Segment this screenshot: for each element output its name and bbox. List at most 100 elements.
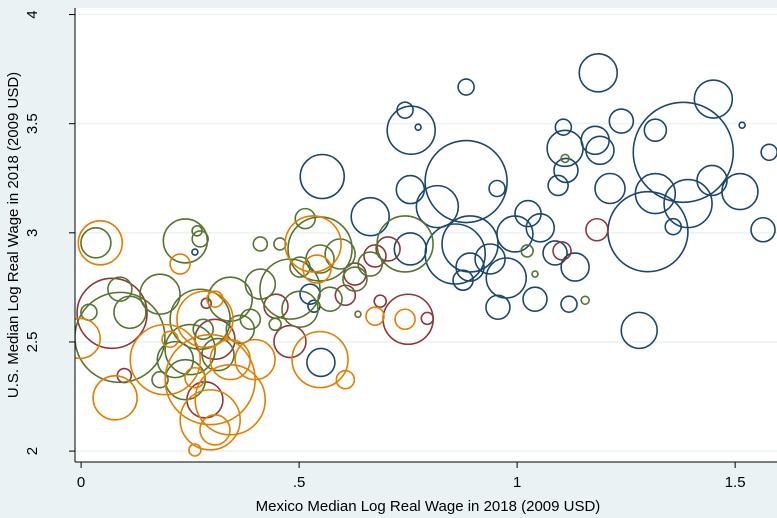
grid: [75, 13, 777, 452]
bubble: [375, 236, 401, 262]
bubble: [552, 241, 572, 261]
bubble: [620, 311, 659, 350]
bubble: [455, 252, 485, 282]
bubble: [415, 184, 460, 229]
y-tick-label: 3: [24, 229, 41, 237]
bubble: [239, 308, 262, 331]
bubble: [206, 290, 224, 308]
bubble: [273, 324, 307, 359]
y-tick-label: 3.5: [24, 113, 41, 134]
bubble: [192, 318, 214, 341]
bubble: [207, 276, 254, 322]
bubble: [161, 330, 179, 349]
bubble: [284, 215, 342, 273]
bubble: [560, 295, 578, 313]
bubble: [560, 252, 590, 282]
bubble: [129, 323, 202, 396]
bubble: [522, 286, 548, 312]
bubble: [608, 108, 635, 134]
bubble: [191, 230, 209, 248]
bubble: [268, 317, 282, 332]
bubble: [738, 121, 746, 130]
bubble: [554, 118, 573, 136]
bubble: [386, 105, 436, 156]
bubble: [485, 294, 511, 321]
bubble: [244, 268, 277, 300]
bubble: [585, 217, 609, 242]
bubble: [560, 153, 570, 164]
bubble: [139, 273, 181, 315]
bubble: [514, 199, 542, 228]
bubble: [201, 337, 235, 372]
bubble: [452, 269, 474, 291]
bubble: [92, 375, 138, 421]
bubble: [363, 244, 387, 268]
bubble: [488, 179, 506, 198]
bubble: [474, 243, 506, 275]
y-axis-label: U.S. Median Log Real Wage in 2018 (2009 …: [5, 72, 22, 398]
bubble: [305, 244, 335, 274]
bubble: [664, 217, 683, 236]
y-tick-label: 4: [24, 10, 41, 18]
bubble: [760, 143, 777, 162]
bubble: [342, 266, 368, 292]
x-tick-label: 1: [513, 474, 521, 491]
bubble: [424, 139, 508, 224]
bubble: [77, 220, 124, 266]
bubble: [373, 294, 388, 308]
bubble: [76, 277, 148, 350]
bubble: [354, 310, 362, 319]
bubble: [520, 244, 534, 258]
bubble: [302, 254, 332, 284]
bubble: [693, 79, 734, 119]
y-tick-label: 2: [24, 447, 41, 455]
bubble: [234, 338, 276, 381]
bubble: [194, 363, 267, 436]
bubble: [107, 276, 133, 302]
bubble: [594, 172, 626, 205]
bubble: [531, 270, 539, 278]
bubble: [376, 215, 434, 273]
bubble: [199, 414, 231, 446]
bubble: [176, 290, 234, 349]
bubble: [420, 311, 435, 326]
bubble: [191, 225, 203, 237]
bubble: [194, 318, 236, 361]
bubble: [553, 157, 579, 184]
bubble: [281, 290, 319, 329]
bubble: [156, 340, 195, 379]
x-tick-label: 0: [77, 474, 85, 491]
x-axis-label: Mexico Median Log Real Wage in 2018 (200…: [256, 498, 601, 515]
bubble: [75, 291, 166, 384]
bubble: [632, 101, 735, 204]
bubble: [580, 295, 590, 306]
bubble: [252, 236, 269, 252]
bubble: [414, 123, 422, 131]
bubble: [546, 129, 584, 168]
bubble: [547, 174, 569, 197]
bubble: [696, 164, 728, 197]
x-tick-label: 1.5: [725, 474, 746, 491]
bubble: [394, 308, 416, 331]
bubble: [306, 347, 336, 378]
y-tick-label: 2.5: [24, 332, 41, 353]
bubble: [273, 237, 287, 251]
bubble: [191, 248, 199, 256]
bubbles: [75, 53, 777, 457]
bubble: [542, 240, 568, 266]
bubble: [350, 196, 390, 237]
bubble: [179, 389, 241, 451]
bubble: [357, 251, 383, 277]
bubble: [750, 216, 776, 243]
bubble: [317, 286, 343, 312]
bubble: [585, 135, 615, 166]
bubble: [164, 323, 216, 376]
bubble: [643, 118, 668, 143]
bubble: [151, 370, 169, 389]
bubble: [75, 317, 102, 360]
bubble: [578, 53, 619, 93]
bubble: [365, 306, 385, 326]
bubble: [457, 78, 475, 96]
